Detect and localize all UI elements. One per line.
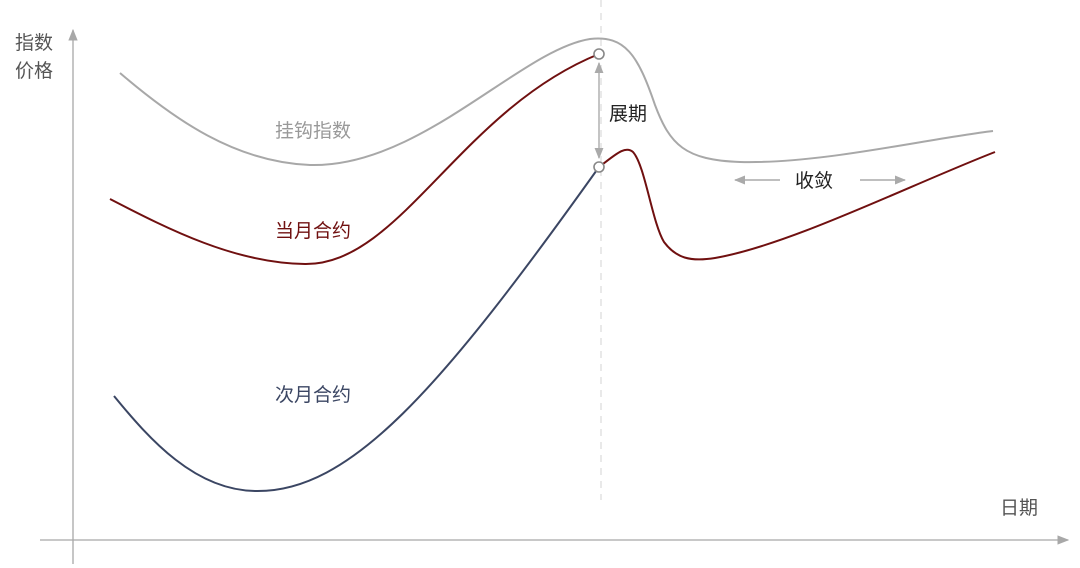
y-axis-label-line2: 价格 xyxy=(15,60,53,82)
roll-label: 展期 xyxy=(609,103,647,125)
roll-point-next xyxy=(593,161,605,173)
convergence-label: 收敛 xyxy=(795,170,833,192)
x-axis-label: 日期 xyxy=(1000,497,1038,519)
next-month-label: 次月合约 xyxy=(275,384,351,406)
y-axis-label-line1: 指数 xyxy=(15,32,53,54)
front-month-curve xyxy=(109,53,996,266)
roll-point-front xyxy=(593,48,605,60)
index-curve xyxy=(119,37,994,167)
front-month-label: 当月合约 xyxy=(275,220,351,242)
index-curve-label: 挂钩指数 xyxy=(275,120,351,142)
next-month-curve xyxy=(113,166,600,493)
